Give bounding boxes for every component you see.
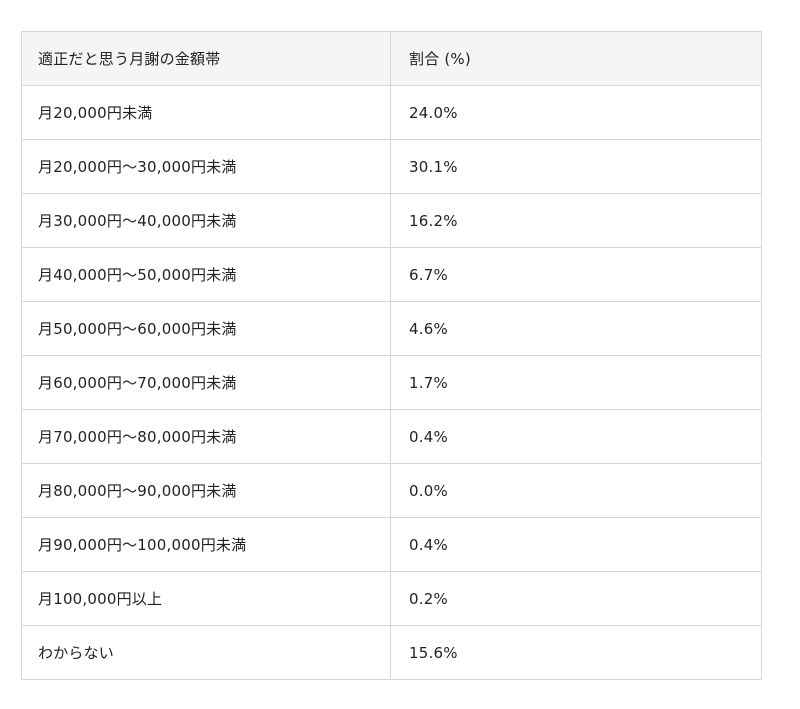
tuition-survey-table-container: 適正だと思う月謝の金額帯 割合 (%) 月20,000円未満 24.0% 月20… [21,31,762,680]
share-cell: 0.4% [390,517,762,572]
range-cell: わからない [21,625,391,680]
table-header: 適正だと思う月謝の金額帯 割合 (%) [21,31,762,86]
column-header-share: 割合 (%) [390,31,762,86]
range-cell: 月40,000円〜50,000円未満 [21,247,391,302]
range-cell: 月90,000円〜100,000円未満 [21,517,391,572]
range-cell: 月20,000円〜30,000円未満 [21,139,391,194]
range-cell: 月60,000円〜70,000円未満 [21,355,391,410]
header-row: 適正だと思う月謝の金額帯 割合 (%) [21,31,762,86]
table-row: 月20,000円未満 24.0% [21,85,762,140]
tuition-survey-table: 適正だと思う月謝の金額帯 割合 (%) 月20,000円未満 24.0% 月20… [21,31,762,680]
share-cell: 15.6% [390,625,762,680]
share-cell: 0.2% [390,571,762,626]
share-cell: 6.7% [390,247,762,302]
column-header-range: 適正だと思う月謝の金額帯 [21,31,391,86]
share-cell: 1.7% [390,355,762,410]
range-cell: 月30,000円〜40,000円未満 [21,193,391,248]
share-cell: 16.2% [390,193,762,248]
table-row: 月70,000円〜80,000円未満 0.4% [21,409,762,464]
share-cell: 30.1% [390,139,762,194]
range-cell: 月70,000円〜80,000円未満 [21,409,391,464]
range-cell: 月20,000円未満 [21,85,391,140]
range-cell: 月50,000円〜60,000円未満 [21,301,391,356]
table-row: 月50,000円〜60,000円未満 4.6% [21,301,762,356]
table-row: 月40,000円〜50,000円未満 6.7% [21,247,762,302]
share-cell: 0.4% [390,409,762,464]
share-cell: 24.0% [390,85,762,140]
table-row: 月90,000円〜100,000円未満 0.4% [21,517,762,572]
table-row: 月20,000円〜30,000円未満 30.1% [21,139,762,194]
table-body: 月20,000円未満 24.0% 月20,000円〜30,000円未満 30.1… [21,85,762,680]
range-cell: 月100,000円以上 [21,571,391,626]
share-cell: 0.0% [390,463,762,518]
table-row: 月80,000円〜90,000円未満 0.0% [21,463,762,518]
range-cell: 月80,000円〜90,000円未満 [21,463,391,518]
table-row: わからない 15.6% [21,625,762,680]
table-row: 月30,000円〜40,000円未満 16.2% [21,193,762,248]
table-row: 月60,000円〜70,000円未満 1.7% [21,355,762,410]
share-cell: 4.6% [390,301,762,356]
table-row: 月100,000円以上 0.2% [21,571,762,626]
